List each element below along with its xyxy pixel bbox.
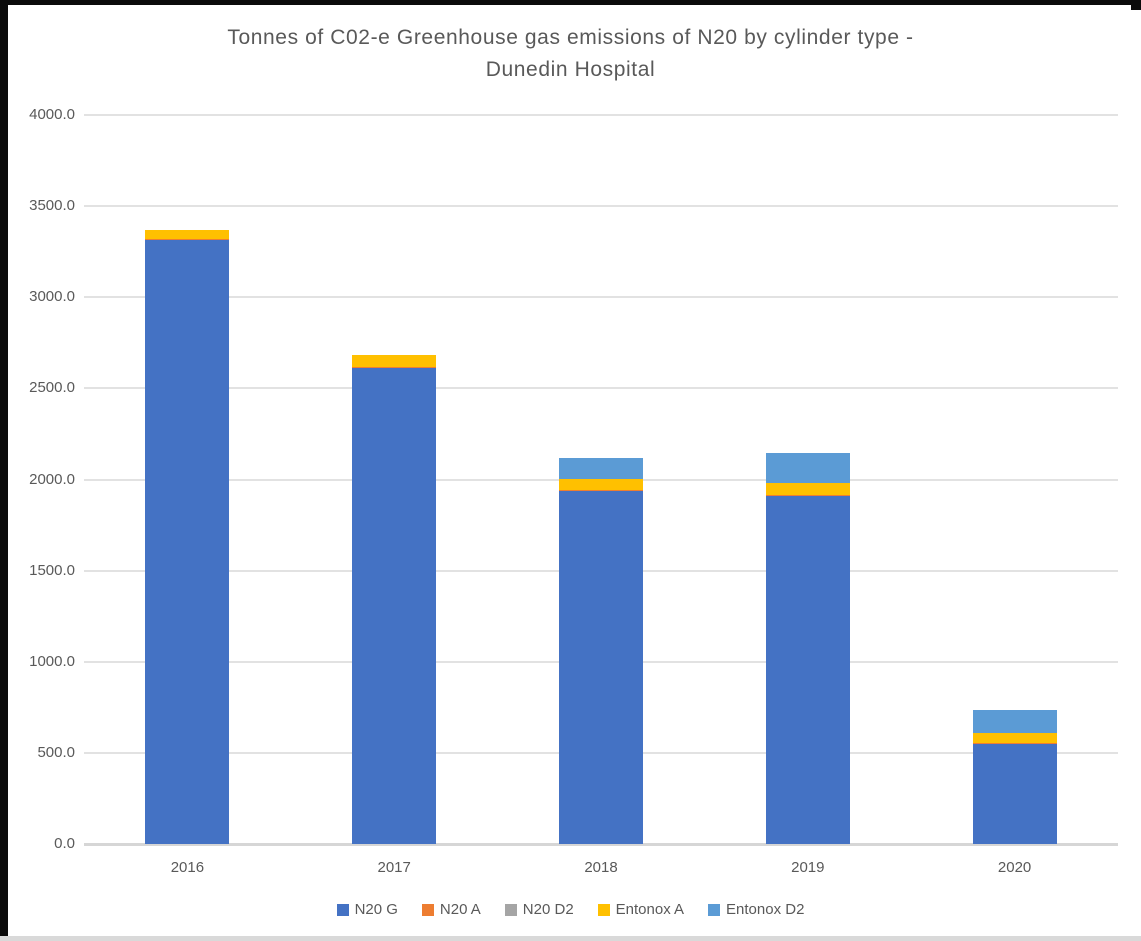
y-axis-tick-label: 1500.0: [29, 561, 75, 579]
y-axis-tick-label: 2500.0: [29, 379, 75, 397]
legend-item-entonox-a: Entonox A: [597, 901, 685, 918]
bar-segment-entonox-a: [765, 483, 850, 495]
legend-label: Entonox D2: [726, 901, 805, 918]
window-border-bottom: [0, 936, 1141, 941]
bar-segment-n20-g: [765, 495, 850, 844]
x-axis-tick-label: 2016: [170, 859, 205, 876]
y-axis-tick-label: 2000.0: [29, 470, 75, 488]
legend-swatch-icon: [421, 903, 434, 916]
window-border-left: [0, 0, 8, 941]
legend-item-n20-d2: N20 D2: [504, 901, 574, 918]
y-axis-tick-label: 4000.0: [29, 106, 75, 123]
bar-segment-entonox-a: [352, 354, 437, 367]
legend-label: Entonox A: [615, 901, 685, 918]
chart-title-line-1: Tonnes of C02-e Greenhouse gas emissions…: [227, 26, 914, 49]
x-axis-tick-label: 2019: [791, 859, 825, 876]
bar-segment-entonox-a: [972, 732, 1057, 743]
legend-item-entonox-d2: Entonox D2: [708, 901, 804, 918]
bar-segment-n20-g: [559, 490, 643, 844]
y-axis-tick-label: 0.0: [54, 835, 75, 852]
bar-segment-n20-a: [145, 238, 230, 240]
chart-title-line-2: Dunedin Hospital: [485, 58, 656, 81]
legend-swatch-icon: [336, 903, 349, 916]
window-border-top: [0, 0, 1141, 5]
legend-label: N20 D2: [522, 901, 574, 918]
gridline: [84, 114, 1118, 116]
x-axis-tick-label: 2017: [377, 859, 411, 876]
y-axis-tick-label: 500.0: [37, 743, 75, 761]
legend-item-n20-g: N20 G: [336, 901, 398, 918]
legend-label: N20 A: [439, 901, 481, 918]
bar-segment-n20-a: [559, 489, 643, 491]
bar-segment-entonox-d2: [972, 710, 1057, 733]
legend-swatch-icon: [504, 903, 517, 916]
bar-segment-entonox-a: [559, 478, 643, 490]
bar-segment-n20-g: [972, 743, 1057, 844]
legend-item-n20-a: N20 A: [421, 901, 481, 918]
y-axis-tick-label: 3500.0: [29, 197, 75, 215]
bar-segment-n20-g: [145, 239, 230, 844]
y-axis-tick-label: 3000.0: [29, 288, 75, 306]
legend-label: N20 G: [354, 901, 398, 918]
bar-segment-n20-a: [972, 742, 1057, 744]
legend-swatch-icon: [597, 903, 610, 916]
gridline: [84, 296, 1118, 299]
bar-segment-n20-g: [352, 367, 437, 844]
chart-title: Tonnes of C02-e Greenhouse gas emissions…: [0, 22, 1141, 86]
gridline: [84, 205, 1118, 208]
legend-swatch-icon: [708, 903, 721, 916]
bar-segment-entonox-d2: [559, 457, 643, 479]
bar-segment-entonox-a: [145, 229, 230, 239]
x-axis-line: [84, 843, 1118, 846]
window-border-right: [1131, 0, 1141, 10]
legend: N20 G N20 A N20 D2 Entonox A Entonox D2: [0, 901, 1141, 918]
bar-segment-n20-a: [352, 366, 437, 368]
bar-segment-n20-a: [765, 494, 850, 496]
y-axis-tick-label: 1000.0: [29, 652, 75, 670]
gridline: [84, 387, 1118, 390]
x-axis-tick-label: 2020: [997, 859, 1032, 876]
x-axis-tick-label: 2018: [584, 859, 618, 876]
bar-segment-entonox-d2: [765, 453, 850, 484]
